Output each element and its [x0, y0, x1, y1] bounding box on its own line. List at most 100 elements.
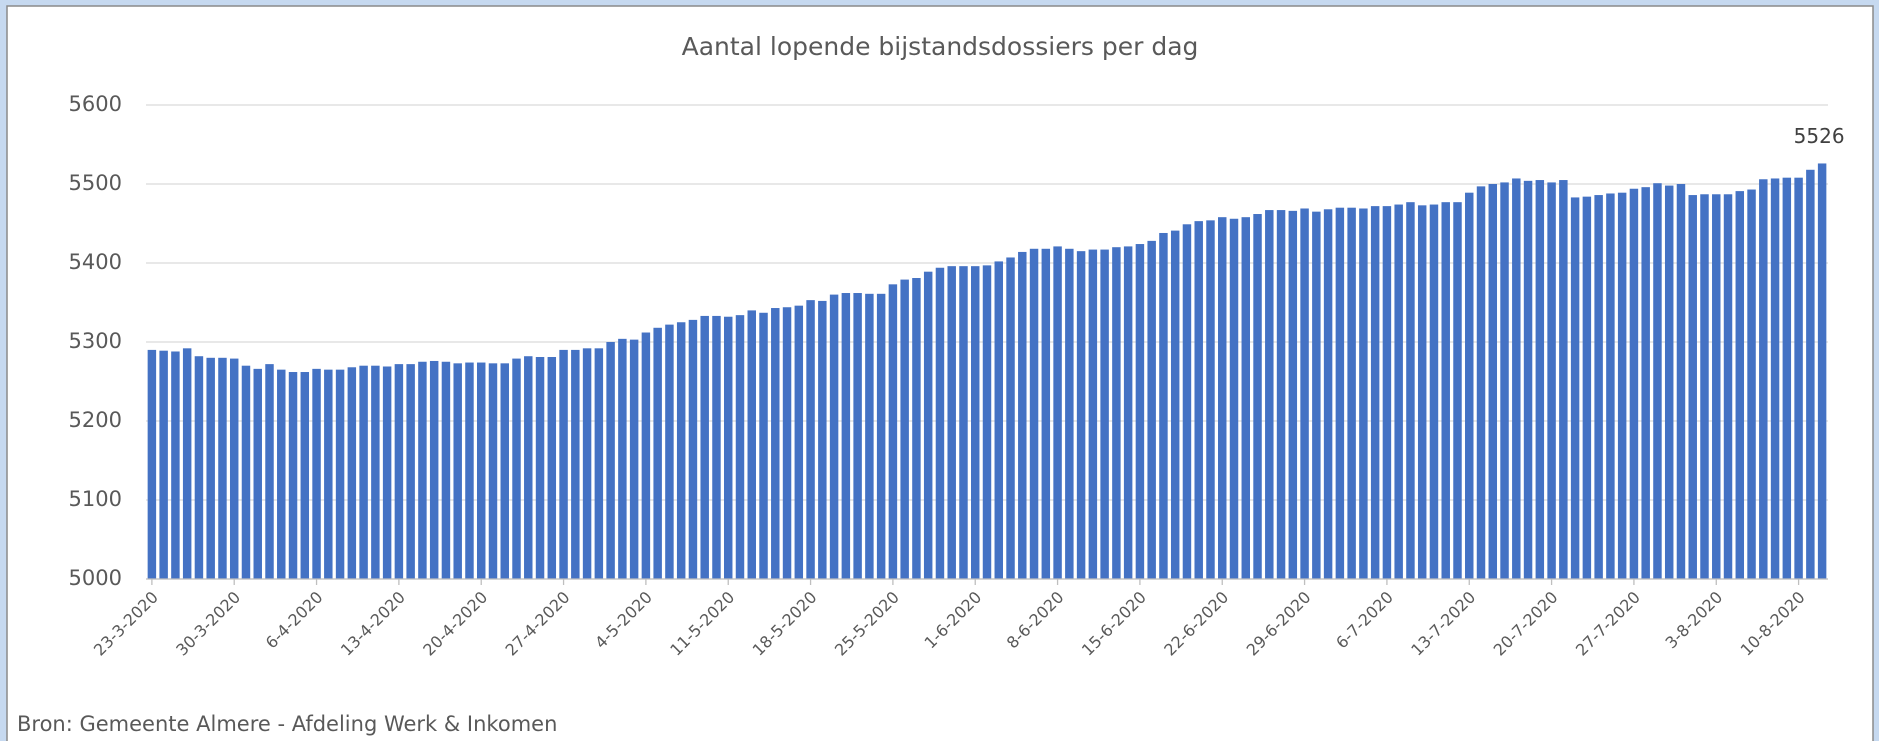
bar	[1500, 182, 1509, 580]
y-tick-label: 5200	[69, 408, 122, 432]
bar	[629, 339, 639, 579]
bar	[841, 293, 851, 579]
bar	[241, 365, 251, 579]
bar	[300, 372, 310, 579]
bar	[1512, 178, 1521, 579]
bar	[1453, 202, 1462, 580]
bar	[1770, 178, 1780, 579]
bar	[1547, 182, 1556, 580]
bar	[1759, 179, 1768, 579]
bar	[794, 305, 804, 579]
bar	[1406, 202, 1415, 580]
bar	[1206, 220, 1215, 579]
bar	[500, 363, 509, 579]
bar	[1265, 210, 1274, 579]
bar	[335, 369, 345, 579]
bar	[1159, 232, 1168, 580]
bar	[1488, 184, 1498, 579]
bar	[1664, 185, 1674, 579]
bar	[1088, 249, 1098, 579]
bar	[676, 322, 686, 579]
bar	[1018, 251, 1027, 579]
bar	[1723, 194, 1733, 579]
bar	[582, 348, 592, 579]
bar	[571, 349, 580, 579]
bar	[1653, 183, 1662, 579]
bar	[947, 266, 956, 579]
bar	[806, 300, 815, 579]
bar	[1594, 195, 1603, 579]
bar	[1465, 192, 1474, 579]
bar	[1147, 240, 1156, 579]
bar	[429, 360, 439, 579]
bar	[1300, 208, 1309, 580]
bar	[171, 351, 180, 579]
y-tick-label: 5400	[69, 250, 122, 274]
bar	[229, 358, 239, 579]
bar	[1570, 197, 1580, 579]
bar	[559, 349, 568, 579]
chart-title: Aantal lopende bijstandsdossiers per dag	[682, 32, 1199, 61]
bar	[1112, 247, 1121, 579]
bar	[253, 368, 262, 579]
bar	[1382, 206, 1392, 579]
bar	[453, 363, 462, 579]
bar	[594, 348, 604, 579]
bar	[900, 279, 909, 579]
y-tick-label: 5500	[69, 171, 122, 195]
bar	[1370, 206, 1380, 579]
bar	[1253, 214, 1262, 579]
bar	[359, 365, 368, 579]
bar	[1276, 210, 1286, 579]
bar	[1347, 207, 1356, 579]
bar	[406, 364, 415, 579]
bar	[488, 363, 498, 579]
bar	[1700, 194, 1709, 579]
bar	[771, 308, 780, 579]
bar	[782, 307, 792, 579]
bar	[923, 271, 933, 579]
bar	[535, 357, 545, 579]
bar	[1617, 192, 1627, 579]
bar	[382, 366, 392, 579]
bar	[277, 369, 286, 579]
bar	[1065, 248, 1074, 579]
bar	[665, 324, 674, 579]
bar	[288, 372, 298, 579]
bar	[1523, 180, 1533, 579]
bar	[888, 284, 898, 579]
bar	[418, 361, 427, 579]
bar	[394, 364, 404, 579]
bar	[1606, 193, 1615, 580]
bar	[1559, 180, 1568, 580]
bar	[712, 315, 721, 579]
bar	[1688, 195, 1697, 579]
bar	[1006, 257, 1015, 579]
bar	[441, 361, 451, 579]
bar	[1029, 248, 1039, 579]
bar	[465, 362, 474, 579]
bar	[653, 327, 662, 579]
bar	[700, 315, 709, 579]
y-tick-label: 5600	[69, 92, 122, 116]
bar	[1194, 221, 1203, 579]
bar	[312, 368, 321, 579]
bar	[959, 266, 968, 579]
bar	[759, 312, 768, 579]
bar	[971, 266, 980, 579]
bar	[476, 362, 486, 579]
bar	[524, 356, 533, 579]
bar	[1747, 189, 1756, 579]
bar	[935, 267, 945, 579]
bar	[1123, 246, 1133, 579]
bar	[829, 294, 839, 579]
bar	[1335, 207, 1345, 579]
bar	[1735, 191, 1745, 580]
bar	[1441, 202, 1450, 580]
bar	[1323, 209, 1333, 579]
bar	[688, 319, 698, 579]
bar	[182, 348, 192, 579]
y-tick-label: 5000	[69, 566, 122, 590]
bar	[218, 357, 227, 579]
